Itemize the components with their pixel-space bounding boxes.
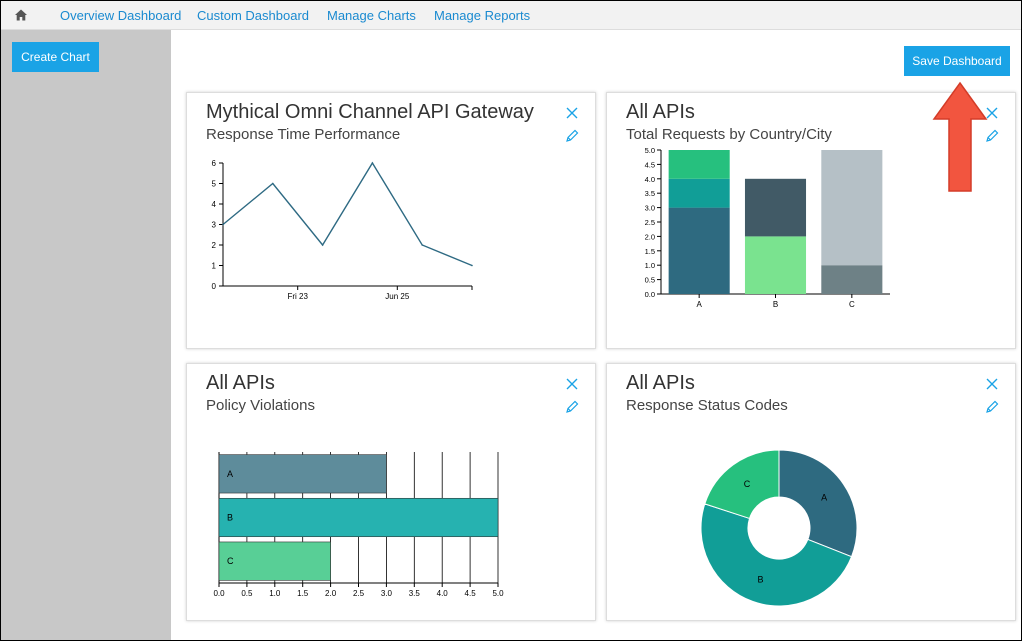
bar-label: C	[227, 556, 234, 566]
series-line	[222, 161, 473, 267]
x-tick-label: 2.5	[353, 589, 365, 598]
x-tick-label: 0.5	[241, 589, 253, 598]
bar-segment-b	[744, 178, 807, 237]
y-tick-label: 4	[212, 200, 217, 209]
slice-c	[704, 449, 780, 520]
stacked-bar-chart: 0.0 0.5 1.0 1.5 2.0 2.5 3.0 3.5 4.0 4.5 5.0 A B C	[645, 146, 890, 309]
x-tick-label: 1.5	[297, 589, 309, 598]
bar-segment-b	[744, 236, 807, 294]
slice-a	[778, 449, 858, 558]
y-tick-label: 1.0	[645, 261, 655, 270]
save-dashboard-button[interactable]: Save Dashboard	[904, 46, 1010, 76]
x-tick-label: 1.0	[269, 589, 281, 598]
x-tick-label: Fri 23	[287, 292, 308, 301]
data-point	[371, 162, 374, 164]
y-tick-label: 0.5	[645, 276, 655, 285]
pencil-icon[interactable]	[985, 400, 999, 414]
slice-b	[700, 503, 853, 607]
sidebar: Create Chart	[1, 30, 171, 640]
chart-card-requests-by-country: All APIs Total Requests by Country/City …	[606, 92, 1016, 349]
slice-label: C	[744, 479, 751, 489]
bar-segment-a	[668, 178, 730, 208]
y-tick-label: 0.0	[645, 290, 655, 299]
x-tick-label: 3.5	[409, 589, 421, 598]
bar-segment-c	[821, 265, 883, 294]
pencil-icon[interactable]	[565, 129, 579, 143]
card-subtitle: Response Time Performance	[206, 126, 401, 143]
chart-card-response-time: Mythical Omni Channel API Gateway Respon…	[186, 92, 596, 349]
close-icon[interactable]	[565, 106, 579, 120]
bar-b	[218, 497, 499, 538]
pencil-icon[interactable]	[565, 400, 579, 414]
y-tick-label: 5.0	[645, 146, 655, 155]
bar-segment-a	[668, 150, 730, 179]
data-point	[272, 182, 274, 185]
annotation-arrow-icon	[932, 81, 988, 192]
x-tick-label: Jun 25	[385, 292, 410, 301]
nav-manage-charts[interactable]: Manage Charts	[327, 8, 416, 23]
x-tick-label: 2.0	[325, 589, 337, 598]
card-title: All APIs	[206, 372, 275, 394]
slice-label: B	[758, 574, 764, 584]
pencil-icon[interactable]	[985, 129, 999, 143]
dashboard-area: Save Dashboard Mythical Omni Channel API…	[171, 30, 1021, 640]
data-point	[421, 244, 423, 246]
nav-overview-dashboard[interactable]: Overview Dashboard	[60, 8, 182, 23]
y-tick-label: 3	[212, 221, 217, 230]
y-tick-label: 4.0	[645, 175, 655, 184]
close-icon[interactable]	[985, 377, 999, 391]
bar-segment-c	[821, 150, 883, 266]
data-point	[321, 244, 324, 246]
close-icon[interactable]	[985, 106, 999, 120]
slice-label: A	[821, 492, 827, 502]
horizontal-bar-chart: 0.0 0.5 1.0 1.5 2.0 2.5 3.0 3.5 4.0 4.5 5.0 A B C	[213, 452, 504, 598]
donut-chart: A B C	[700, 449, 858, 607]
chart-card-policy-violations: All APIs Policy Violations 0.0 0.5 1.0 1.5 2…	[186, 363, 596, 621]
card-title: All APIs	[626, 101, 695, 123]
card-title: All APIs	[626, 372, 695, 394]
data-point	[222, 223, 224, 226]
x-tick-label: 4.0	[437, 589, 449, 598]
top-navbar: Overview Dashboard Custom Dashboard Mana…	[1, 1, 1021, 30]
home-icon[interactable]	[14, 8, 28, 22]
y-tick-label: 5	[212, 180, 217, 189]
data-point	[471, 264, 473, 267]
card-subtitle: Total Requests by Country/City	[626, 126, 832, 143]
card-title: Mythical Omni Channel API Gateway	[206, 101, 534, 123]
x-tick-label: 5.0	[492, 589, 504, 598]
y-tick-label: 2.5	[645, 218, 655, 227]
bar-label: B	[227, 513, 233, 523]
x-tick-label: B	[773, 300, 778, 309]
close-icon[interactable]	[565, 377, 579, 391]
bar-a	[218, 454, 387, 494]
y-tick-label: 3.0	[645, 204, 655, 213]
x-tick-label: 0.0	[213, 589, 225, 598]
x-tick-label: 4.5	[465, 589, 477, 598]
y-tick-label: 1	[212, 262, 217, 271]
x-tick-label: 3.0	[381, 589, 393, 598]
y-tick-label: 6	[212, 159, 217, 168]
card-subtitle: Policy Violations	[206, 397, 315, 414]
y-tick-label: 4.5	[645, 160, 655, 169]
bar-c	[218, 541, 331, 581]
create-chart-button[interactable]: Create Chart	[12, 42, 99, 72]
y-tick-label: 2	[212, 241, 217, 250]
bar-segment-a	[668, 207, 730, 294]
x-tick-label: C	[849, 300, 855, 309]
y-tick-label: 3.5	[645, 189, 655, 198]
y-tick-label: 1.5	[645, 247, 655, 256]
nav-manage-reports[interactable]: Manage Reports	[434, 8, 531, 23]
y-tick-label: 2.0	[645, 232, 655, 241]
bar-label: A	[227, 469, 233, 479]
x-tick-label: A	[696, 300, 702, 309]
card-subtitle: Response Status Codes	[626, 397, 788, 414]
line-chart: 0 1 2 3 4 5 6 Fri 23 Jun 25	[212, 159, 473, 301]
y-tick-label: 0	[212, 282, 217, 291]
nav-custom-dashboard[interactable]: Custom Dashboard	[197, 8, 309, 23]
chart-card-status-codes: All APIs Response Status Codes A B C	[606, 363, 1016, 621]
